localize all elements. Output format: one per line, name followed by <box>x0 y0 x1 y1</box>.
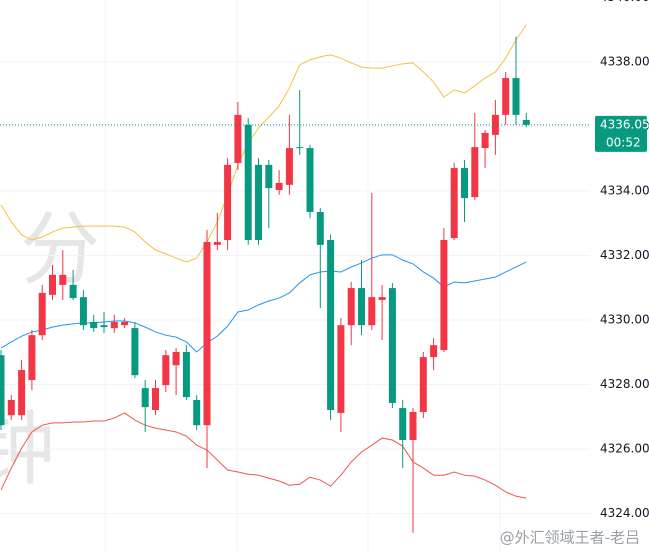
candle-body <box>162 355 170 386</box>
y-tick-label: 4328.00 <box>600 377 649 391</box>
candle-body <box>522 120 530 125</box>
candle-body <box>502 78 510 115</box>
y-tick-label: 4330.00 <box>600 313 649 327</box>
candle-body <box>440 240 448 351</box>
band-line <box>0 254 527 353</box>
candle-body <box>461 168 468 199</box>
candle-body <box>131 328 139 376</box>
last-price-box <box>595 115 647 152</box>
candle-body <box>306 148 314 212</box>
candle-body <box>255 164 262 241</box>
candle-body <box>121 321 129 326</box>
candle-body <box>419 357 427 412</box>
candle-body <box>347 288 355 326</box>
candle-body <box>0 355 5 426</box>
y-tick-label: 4324.00 <box>600 506 649 520</box>
candle-body <box>234 114 242 163</box>
band-line <box>0 24 527 263</box>
candle-body <box>28 335 36 381</box>
candle-body <box>182 351 190 398</box>
candle-body <box>213 241 221 245</box>
y-tick-label: 4340.00 <box>600 0 649 4</box>
last-price-label: 4336.05 <box>600 117 649 131</box>
credit: @外汇领域王者-老吕 <box>500 529 640 547</box>
candle-body <box>316 211 324 245</box>
candle-body <box>59 274 67 285</box>
band-line <box>0 412 527 499</box>
candle-body <box>152 388 159 411</box>
candle-body <box>430 345 438 358</box>
candle-body <box>244 124 252 241</box>
y-tick-label: 4326.00 <box>600 442 649 456</box>
candle-body <box>337 325 345 413</box>
candle-body <box>141 388 149 408</box>
candle-body <box>275 182 283 191</box>
candle-body <box>409 411 417 441</box>
candle-body <box>471 147 479 198</box>
candle-body <box>49 274 56 295</box>
candle-body <box>38 292 46 336</box>
candle-body <box>265 164 273 189</box>
candle-body <box>285 148 293 185</box>
candle-body <box>69 284 77 299</box>
candle-body <box>399 408 407 441</box>
candle-body <box>193 400 201 426</box>
candle-body <box>481 132 489 149</box>
candle-body <box>512 78 520 115</box>
candle-body <box>296 147 304 149</box>
countdown-label: 00:52 <box>606 135 641 149</box>
candle-body <box>450 168 458 239</box>
y-tick-label: 4334.00 <box>600 183 649 197</box>
candle-body <box>368 297 376 326</box>
y-tick-label: 4332.00 <box>600 248 649 262</box>
candle-body <box>90 321 98 329</box>
candle-body <box>100 325 108 328</box>
candle-body <box>327 240 335 411</box>
candle-body <box>7 400 15 416</box>
candle-body <box>18 370 26 416</box>
candle-body <box>224 164 232 241</box>
candle-body <box>203 241 211 426</box>
y-tick-label: 4338.00 <box>600 54 649 68</box>
candle-body <box>378 297 386 301</box>
candle-body <box>358 288 365 326</box>
candle-body <box>388 288 396 403</box>
candle-body <box>110 321 118 329</box>
candle-body <box>172 351 180 366</box>
candle-body <box>79 297 87 326</box>
